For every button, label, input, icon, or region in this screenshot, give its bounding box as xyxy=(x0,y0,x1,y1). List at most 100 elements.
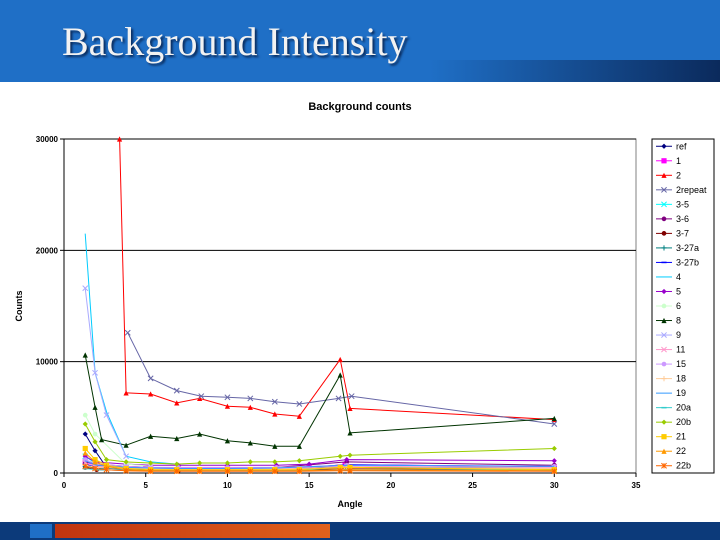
series-point xyxy=(103,466,110,473)
legend-item-5: 5 xyxy=(656,286,681,296)
footer-accent-bar xyxy=(55,524,330,538)
legend-label: 3-27b xyxy=(676,257,699,267)
series-point xyxy=(123,442,129,448)
series-point xyxy=(272,443,278,449)
series-line xyxy=(84,288,127,457)
series-point xyxy=(337,453,343,459)
series-point xyxy=(82,285,89,292)
series-point xyxy=(197,460,203,466)
series-point xyxy=(344,457,350,463)
legend-label: 2 xyxy=(676,170,681,180)
legend-label: 22 xyxy=(676,446,686,456)
header-shadow-band xyxy=(430,60,720,82)
series-point xyxy=(335,395,342,402)
legend-label: 2repeat xyxy=(676,185,707,195)
series-point xyxy=(82,352,88,358)
x-tick-label: 35 xyxy=(632,481,641,490)
series-point xyxy=(247,468,254,475)
series-point xyxy=(247,395,254,402)
series-2repeat xyxy=(124,329,558,427)
legend-label: 5 xyxy=(676,286,681,296)
series-point xyxy=(103,412,110,419)
series-point xyxy=(551,421,558,427)
series-point xyxy=(296,413,302,419)
legend-item-19: 19 xyxy=(656,388,686,398)
y-tick-label: 10000 xyxy=(36,358,59,367)
legend-label: 8 xyxy=(676,316,681,326)
series-point xyxy=(224,403,231,409)
legend-item-8: 8 xyxy=(656,316,681,326)
legend-label: 3-6 xyxy=(676,214,689,224)
legend-item-2repeat: 2repeat xyxy=(656,185,707,195)
series-point xyxy=(224,438,231,444)
legend-item-2: 2 xyxy=(656,170,681,180)
y-tick-label: 0 xyxy=(54,469,59,478)
series-point xyxy=(247,440,253,446)
series-point xyxy=(82,445,88,452)
series-point xyxy=(174,461,180,467)
legend-item-22b: 22b xyxy=(656,461,691,471)
legend-marker xyxy=(661,376,667,382)
legend-label: 4 xyxy=(676,272,681,282)
series-line xyxy=(84,354,555,447)
legend: ref 1 2 2repeat 3-5 3-6 3-7 3-27a 3-27b 4 5 6 8 9 11 15… xyxy=(651,138,715,474)
series-8 xyxy=(82,352,557,449)
series-point xyxy=(247,459,253,465)
legend-item-9: 9 xyxy=(656,330,681,340)
plot-area xyxy=(63,138,637,474)
legend-marker xyxy=(661,361,667,367)
x-tick-label: 0 xyxy=(62,481,67,490)
series-point xyxy=(82,421,88,427)
series-point xyxy=(347,430,353,436)
legend-marker xyxy=(661,143,667,149)
series-point xyxy=(123,390,129,396)
series-point xyxy=(92,404,98,410)
legend-marker xyxy=(661,317,667,324)
series-22b xyxy=(82,463,558,475)
legend-marker xyxy=(661,245,667,251)
legend-label: 6 xyxy=(676,301,681,311)
series-point xyxy=(173,387,180,394)
legend-marker xyxy=(661,231,667,236)
legend-item-1: 1 xyxy=(656,156,681,166)
legend-item-22: 22 xyxy=(656,446,686,456)
x-tick-label: 15 xyxy=(305,481,314,490)
series-line xyxy=(85,465,555,472)
series-point xyxy=(551,445,557,452)
legend-item-3-27a: 3-27a xyxy=(656,243,699,253)
legend-marker xyxy=(661,346,667,353)
series-point xyxy=(82,412,88,418)
series-point xyxy=(148,433,154,439)
legend-item-3-5: 3-5 xyxy=(656,199,689,209)
series-point xyxy=(224,460,231,466)
legend-marker xyxy=(661,288,667,295)
series-point xyxy=(103,463,110,469)
series-line xyxy=(84,233,177,465)
series-line xyxy=(84,455,555,466)
x-axis-label: Angle xyxy=(337,499,362,509)
legend-item-ref: ref xyxy=(656,141,687,151)
series-point xyxy=(272,411,278,417)
series-point xyxy=(247,404,253,410)
series-point xyxy=(147,375,154,382)
series-point xyxy=(174,400,180,406)
legend-label: 22b xyxy=(676,461,691,471)
series-point xyxy=(92,369,99,376)
chart-title: Background counts xyxy=(308,101,411,113)
series-point xyxy=(92,431,98,437)
legend-marker xyxy=(661,186,667,193)
y-tick-label: 20000 xyxy=(36,246,59,255)
series-line xyxy=(84,448,555,471)
series-line xyxy=(119,138,555,421)
legend-item-18: 18 xyxy=(656,374,686,384)
legend-label: 3-27a xyxy=(676,243,699,253)
series-point xyxy=(197,431,203,437)
series-point xyxy=(198,393,205,400)
legend-item-3-7: 3-7 xyxy=(656,228,689,238)
series-line xyxy=(84,423,555,465)
axes: 0 10000 20000 30000 0 5 10 15 20 25 30 35 xyxy=(36,135,641,490)
series-point xyxy=(92,459,98,465)
series-point xyxy=(347,452,353,458)
legend-marker xyxy=(661,303,667,309)
